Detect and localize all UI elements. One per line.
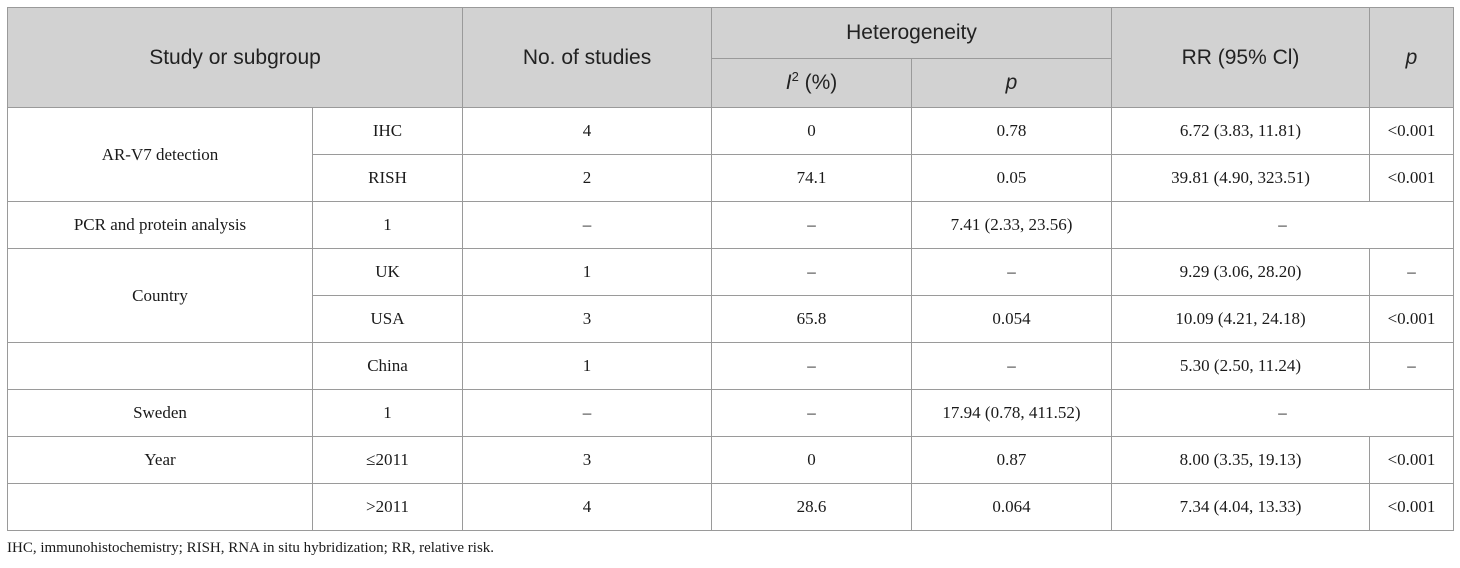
- studies-cell: 4: [462, 483, 713, 531]
- i2-cell: 0: [711, 436, 913, 484]
- studies-cell: 3: [462, 436, 713, 484]
- i2-cell: 74.1: [711, 154, 913, 202]
- p-cell: <0.001: [1369, 107, 1455, 155]
- i2-cell: –: [462, 389, 713, 437]
- header-i-squared: I2 (%): [711, 58, 913, 108]
- subgroup-cell: UK: [311, 248, 464, 296]
- group-cell: Country: [7, 248, 313, 343]
- studies-cell: 1: [311, 389, 464, 437]
- header-number-of-studies: No. of studies: [462, 7, 713, 108]
- subgroup-cell: USA: [311, 295, 464, 343]
- i2-cell: 28.6: [711, 483, 913, 531]
- i2-letter: I: [785, 71, 792, 94]
- studies-cell: 1: [311, 201, 464, 249]
- p-het-cell: 0.78: [911, 107, 1113, 155]
- p-het-cell: 0.054: [911, 295, 1113, 343]
- p-het-cell: 0.05: [911, 154, 1113, 202]
- header-rr-95ci: RR (95% Cl): [1111, 7, 1371, 108]
- table-row: Year ≤2011 3 0 0.87 8.00 (3.35, 19.13) <…: [7, 436, 1455, 484]
- group-cell: Sweden: [7, 389, 313, 437]
- header-study-or-subgroup: Study or subgroup: [6, 7, 464, 108]
- rr-cell: 8.00 (3.35, 19.13): [1111, 436, 1371, 484]
- p-cell: –: [1111, 201, 1455, 249]
- group-cell: PCR and protein analysis: [7, 201, 313, 249]
- group-cell: AR-V7 detection: [7, 107, 313, 202]
- i2-superscript: 2: [791, 69, 799, 84]
- p-het-cell: –: [711, 201, 913, 249]
- i2-cell: 65.8: [711, 295, 913, 343]
- table-footnote: IHC, immunohistochemistry; RISH, RNA in …: [7, 540, 495, 556]
- rr-cell: 5.30 (2.50, 11.24): [1111, 342, 1371, 390]
- i2-unit: (%): [804, 71, 838, 94]
- subgroup-cell: ≤2011: [311, 436, 464, 484]
- studies-cell: 1: [462, 342, 713, 390]
- header-heterogeneity: Heterogeneity: [711, 7, 1113, 59]
- studies-cell: 1: [462, 248, 713, 296]
- table-row: USA 3 65.8 0.054 10.09 (4.21, 24.18) <0.…: [8, 295, 1455, 343]
- i2-cell: 0: [711, 107, 913, 155]
- group-cell: [7, 342, 313, 390]
- rr-cell: 7.41 (2.33, 23.56): [911, 201, 1113, 249]
- p-het-cell: –: [711, 389, 913, 437]
- p-cell: <0.001: [1369, 154, 1455, 202]
- studies-cell: 4: [462, 107, 713, 155]
- p-het-cell: –: [911, 248, 1113, 296]
- subgroup-cell: >2011: [311, 483, 464, 531]
- i2-cell: –: [711, 342, 913, 390]
- rr-cell: 7.34 (4.04, 13.33): [1111, 483, 1371, 531]
- p-cell: <0.001: [1369, 436, 1455, 484]
- table-row: PCR and protein analysis 1 – – 7.41 (2.3…: [7, 201, 1455, 249]
- header-heterogeneity-p: p: [911, 58, 1113, 108]
- rr-cell: 17.94 (0.78, 411.52): [911, 389, 1113, 437]
- p-cell: <0.001: [1369, 483, 1455, 531]
- table-row: China 1 – – 5.30 (2.50, 11.24) –: [7, 342, 1455, 390]
- p-cell: –: [1369, 342, 1455, 390]
- header-p-value: p: [1369, 7, 1455, 108]
- table-row: RISH 2 74.1 0.05 39.81 (4.90, 323.51) <0…: [8, 154, 1455, 202]
- p-het-cell: –: [911, 342, 1113, 390]
- p-cell: –: [1111, 389, 1455, 437]
- i2-cell: –: [711, 248, 913, 296]
- subgroup-cell: IHC: [311, 107, 464, 155]
- p-cell: <0.001: [1369, 295, 1455, 343]
- i2-cell: –: [462, 201, 713, 249]
- p-het-cell: 0.064: [911, 483, 1113, 531]
- p-cell: –: [1369, 248, 1455, 296]
- subgroup-cell: RISH: [311, 154, 464, 202]
- table-row: AR-V7 detection IHC 4 0 0.78 6.72 (3.83,…: [7, 107, 1455, 202]
- p-het-cell: 0.87: [911, 436, 1113, 484]
- studies-cell: 3: [462, 295, 713, 343]
- table-row: Sweden 1 – – 17.94 (0.78, 411.52) –: [7, 389, 1455, 437]
- rr-cell: 10.09 (4.21, 24.18): [1111, 295, 1371, 343]
- subgroup-analysis-table: Study or subgroup No. of studies Heterog…: [6, 7, 1455, 531]
- studies-cell: 2: [462, 154, 713, 202]
- group-cell: [7, 483, 313, 531]
- rr-cell: 9.29 (3.06, 28.20): [1111, 248, 1371, 296]
- rr-cell: 6.72 (3.83, 11.81): [1111, 107, 1371, 155]
- table-row: Country UK 1 – – 9.29 (3.06, 28.20) –: [7, 248, 1455, 343]
- group-cell: Year: [7, 436, 313, 484]
- rr-cell: 39.81 (4.90, 323.51): [1111, 154, 1371, 202]
- subgroup-cell: China: [311, 342, 464, 390]
- table-row: >2011 4 28.6 0.064 7.34 (4.04, 13.33) <0…: [7, 483, 1455, 531]
